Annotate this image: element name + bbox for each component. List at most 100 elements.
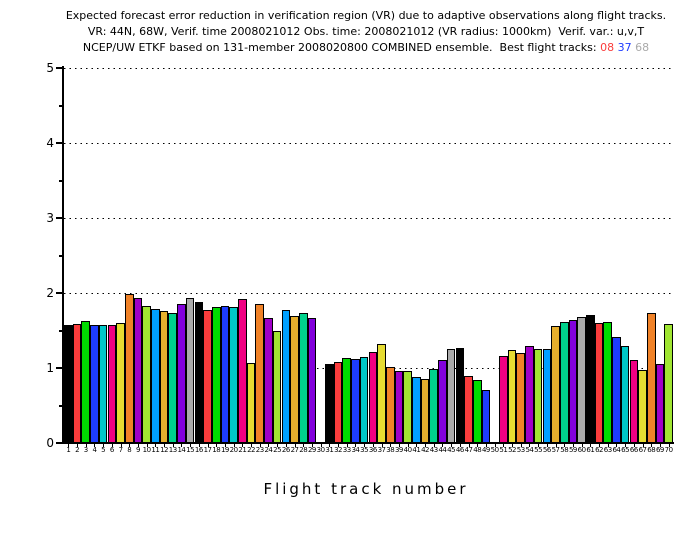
gridline-y5 bbox=[64, 68, 673, 69]
x-tick-37 bbox=[381, 444, 383, 447]
bar-flight-track-38 bbox=[385, 366, 395, 443]
bar-flight-track-23 bbox=[255, 304, 265, 443]
bar-flight-track-52 bbox=[507, 350, 517, 443]
bar-flight-track-32 bbox=[333, 362, 343, 443]
bar-flight-track-63 bbox=[603, 322, 613, 443]
x-tick-label-21: 21 bbox=[238, 446, 247, 454]
y-minor-tick-0.5 bbox=[59, 404, 62, 407]
bar-flight-track-62 bbox=[594, 323, 604, 443]
x-tick-label-18: 18 bbox=[212, 446, 221, 454]
x-tick-label-19: 19 bbox=[220, 446, 229, 454]
bar-flight-track-2 bbox=[72, 323, 82, 443]
x-tick-label-22: 22 bbox=[247, 446, 256, 454]
bar-flight-track-21 bbox=[238, 299, 247, 443]
x-tick-12 bbox=[164, 444, 166, 447]
x-tick-19 bbox=[224, 444, 226, 447]
x-tick-label-55: 55 bbox=[534, 446, 543, 454]
x-tick-label-64: 64 bbox=[612, 446, 621, 454]
y-minor-tick-1.5 bbox=[59, 329, 62, 332]
bar-flight-track-56 bbox=[542, 348, 552, 443]
bar-flight-track-68 bbox=[646, 313, 656, 443]
x-tick-label-6: 6 bbox=[109, 446, 114, 454]
x-tick-55 bbox=[538, 444, 540, 447]
x-tick-30 bbox=[320, 444, 322, 447]
x-tick-label-20: 20 bbox=[229, 446, 238, 454]
x-tick-label-58: 58 bbox=[560, 446, 569, 454]
bar-flight-track-1 bbox=[64, 324, 73, 443]
x-tick-label-3: 3 bbox=[83, 446, 88, 454]
x-tick-3 bbox=[85, 444, 87, 447]
x-tick-35 bbox=[364, 444, 366, 447]
x-tick-40 bbox=[407, 444, 409, 447]
x-tick-label-34: 34 bbox=[351, 446, 360, 454]
x-tick-label-37: 37 bbox=[377, 446, 386, 454]
x-tick-8 bbox=[129, 444, 131, 447]
bar-flight-track-5 bbox=[98, 324, 108, 443]
x-tick-11 bbox=[155, 444, 157, 447]
x-tick-label-70: 70 bbox=[664, 446, 673, 454]
x-tick-44 bbox=[442, 444, 444, 447]
x-tick-27 bbox=[294, 444, 296, 447]
bar-flight-track-8 bbox=[124, 293, 134, 443]
x-tick-label-68: 68 bbox=[647, 446, 656, 454]
gridline-y2 bbox=[64, 293, 673, 294]
x-tick-70 bbox=[668, 444, 670, 447]
x-tick-1 bbox=[68, 444, 70, 447]
bar-flight-track-51 bbox=[499, 356, 508, 443]
bar-flight-track-3 bbox=[81, 320, 91, 443]
y-minor-tick-2.5 bbox=[59, 254, 62, 257]
x-tick-label-38: 38 bbox=[386, 446, 395, 454]
x-tick-48 bbox=[477, 444, 479, 447]
x-tick-20 bbox=[233, 444, 235, 447]
x-tick-label-40: 40 bbox=[403, 446, 412, 454]
x-tick-18 bbox=[216, 444, 218, 447]
x-tick-17 bbox=[207, 444, 209, 447]
x-tick-7 bbox=[120, 444, 122, 447]
y-tick-label-3: 3 bbox=[46, 211, 54, 225]
x-tick-26 bbox=[285, 444, 287, 447]
x-tick-67 bbox=[642, 444, 644, 447]
x-tick-label-61: 61 bbox=[586, 446, 595, 454]
bar-flight-track-39 bbox=[394, 371, 404, 443]
bar-flight-track-53 bbox=[516, 353, 526, 443]
x-tick-59 bbox=[572, 444, 574, 447]
bar-flight-track-35 bbox=[359, 356, 369, 443]
y-tick-3 bbox=[56, 217, 62, 219]
x-tick-label-31: 31 bbox=[325, 446, 334, 454]
bar-flight-track-13 bbox=[168, 313, 178, 443]
bar-flight-track-18 bbox=[211, 307, 221, 443]
chart-title-line-1: Expected forecast error reduction in ver… bbox=[65, 9, 667, 22]
x-tick-label-26: 26 bbox=[281, 446, 290, 454]
x-tick-50 bbox=[494, 444, 496, 447]
x-tick-label-29: 29 bbox=[307, 446, 316, 454]
gridline-y3 bbox=[64, 218, 673, 219]
y-tick-5 bbox=[56, 67, 62, 69]
bar-flight-track-19 bbox=[220, 305, 230, 443]
x-tick-label-7: 7 bbox=[118, 446, 123, 454]
x-tick-label-33: 33 bbox=[342, 446, 351, 454]
x-tick-label-43: 43 bbox=[429, 446, 438, 454]
x-tick-9 bbox=[137, 444, 139, 447]
x-tick-5 bbox=[103, 444, 105, 447]
x-tick-29 bbox=[311, 444, 313, 447]
x-tick-42 bbox=[425, 444, 427, 447]
x-tick-label-17: 17 bbox=[203, 446, 212, 454]
x-axis-line bbox=[62, 442, 674, 444]
x-tick-61 bbox=[590, 444, 592, 447]
y-tick-0 bbox=[56, 442, 62, 444]
bar-flight-track-61 bbox=[586, 314, 595, 443]
chart-title-line-3: NCEP/UW ETKF based on 131-member 2008020… bbox=[32, 41, 700, 54]
bar-flight-track-54 bbox=[525, 345, 534, 443]
x-tick-38 bbox=[390, 444, 392, 447]
y-minor-tick-3.5 bbox=[59, 179, 62, 182]
x-tick-36 bbox=[372, 444, 374, 447]
x-tick-label-50: 50 bbox=[490, 446, 499, 454]
bar-flight-track-22 bbox=[246, 362, 256, 443]
bar-flight-track-57 bbox=[551, 326, 560, 443]
bar-flight-track-17 bbox=[203, 310, 212, 443]
x-tick-65 bbox=[625, 444, 627, 447]
bar-flight-track-42 bbox=[420, 379, 430, 443]
x-tick-32 bbox=[338, 444, 340, 447]
bar-flight-track-58 bbox=[559, 322, 569, 443]
bar-flight-track-65 bbox=[620, 346, 630, 443]
